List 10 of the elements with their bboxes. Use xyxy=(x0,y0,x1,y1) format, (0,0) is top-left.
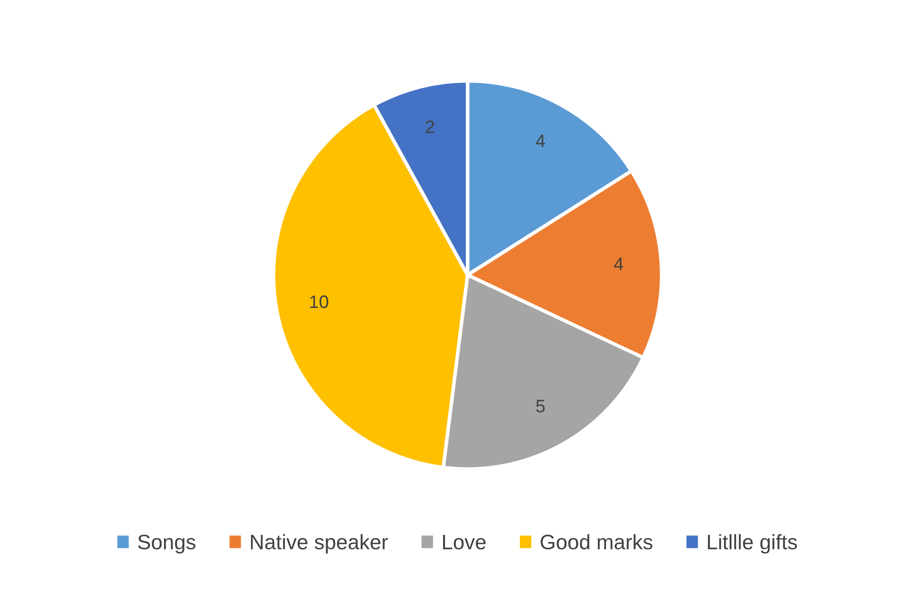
data-label: 4 xyxy=(614,258,624,270)
data-label: 2 xyxy=(426,120,434,134)
legend-label: Songs xyxy=(138,534,196,554)
data-label: 4 xyxy=(536,134,545,148)
legend-label: Good marks xyxy=(540,534,652,550)
legend-label: Litllle gifts xyxy=(708,534,797,554)
legend-label: Native speaker xyxy=(250,534,388,554)
data-label: 5 xyxy=(536,400,545,412)
data-label: 10 xyxy=(310,295,328,308)
legend-label: Love xyxy=(443,534,486,550)
